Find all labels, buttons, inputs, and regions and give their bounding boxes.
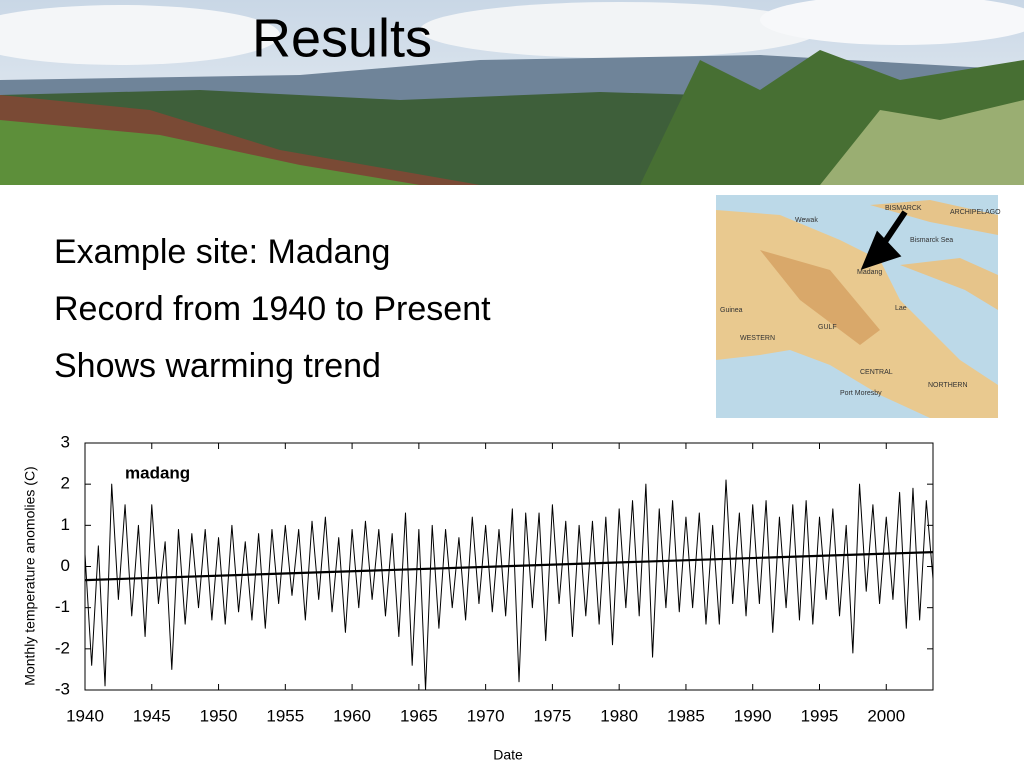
y-tick-label: 1 [61, 515, 70, 534]
x-tick-label: 1990 [734, 706, 772, 725]
x-tick-label: 1950 [200, 706, 238, 725]
x-tick-label: 1985 [667, 706, 705, 725]
map-label: Madang [857, 269, 882, 276]
map-label: Port Moresby [840, 390, 882, 397]
bullet: Record from 1940 to Present [54, 290, 491, 328]
map-label: Lae [895, 305, 907, 312]
x-tick-label: 1940 [66, 706, 104, 725]
x-tick-label: 1980 [600, 706, 638, 725]
map-label: Guinea [720, 307, 743, 314]
map: Bismarck Sea Madang Wewak Guinea WESTERN… [716, 195, 1001, 418]
x-tick-label: 1955 [266, 706, 304, 725]
chart: madang Date Monthly temperature anomolie… [22, 432, 934, 763]
y-axis-label: Monthly temperature anomolies (C) [22, 466, 38, 685]
map-label: Wewak [795, 217, 818, 224]
map-label: BISMARCK [885, 205, 922, 212]
x-tick-label: 1960 [333, 706, 371, 725]
map-label: WESTERN [740, 335, 775, 342]
x-tick-label: 1975 [533, 706, 571, 725]
banner-photo [0, 0, 1024, 185]
y-tick-label: 2 [61, 474, 70, 493]
trend-line [84, 550, 934, 582]
bullet: Shows warming trend [54, 347, 381, 385]
x-tick-label: 1970 [467, 706, 505, 725]
y-tick-label: -2 [55, 638, 70, 657]
y-tick-label: -3 [55, 679, 70, 698]
map-label: Bismarck Sea [910, 237, 953, 244]
slide-title: Results [252, 8, 432, 68]
map-label: NORTHERN [928, 382, 968, 389]
bullet: Example site: Madang [54, 233, 390, 271]
map-label: GULF [818, 324, 837, 331]
x-tick-label: 2000 [867, 706, 905, 725]
y-tick-label: -1 [55, 597, 70, 616]
y-tick-label: 0 [61, 556, 70, 575]
map-label: CENTRAL [860, 369, 893, 376]
x-tick-label: 1995 [801, 706, 839, 725]
data-line [84, 479, 934, 691]
x-axis-label: Date [493, 747, 523, 763]
y-tick-label: 3 [61, 432, 70, 451]
chart-title: madang [125, 463, 190, 482]
map-label: ARCHIPELAGO [950, 209, 1001, 216]
x-tick-label: 1945 [133, 706, 171, 725]
x-tick-label: 1965 [400, 706, 438, 725]
